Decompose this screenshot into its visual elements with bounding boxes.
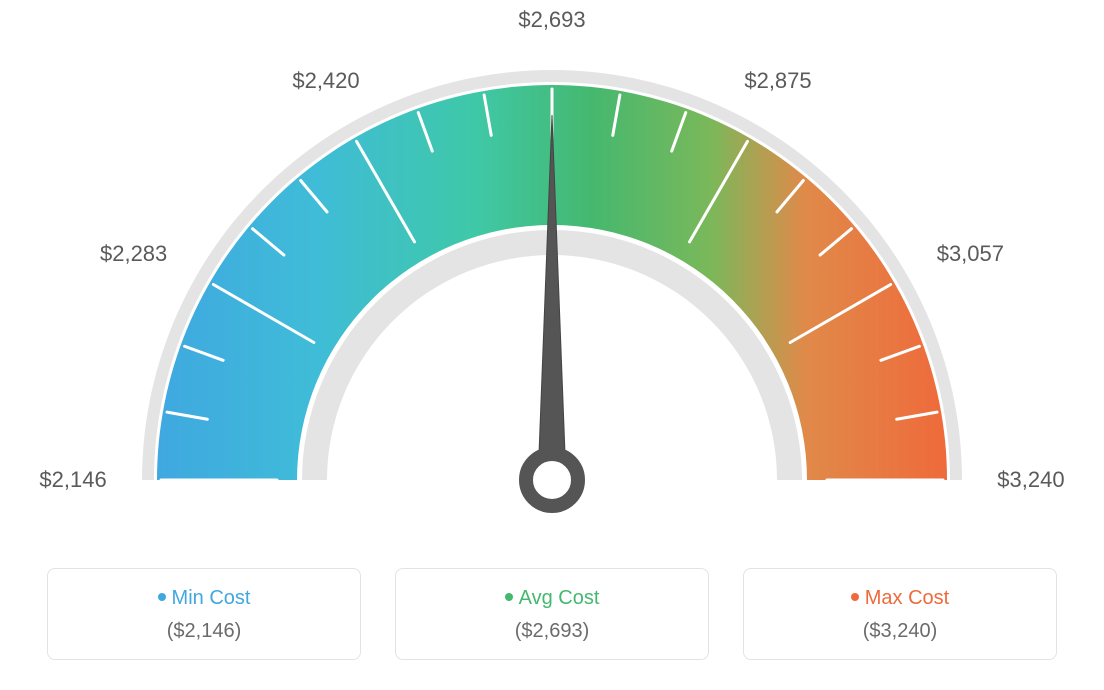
gauge-tick-label: $2,693 <box>518 7 585 33</box>
gauge-tick-label: $2,146 <box>39 467 106 493</box>
gauge-chart: $2,146$2,283$2,420$2,693$2,875$3,057$3,2… <box>42 20 1062 550</box>
gauge-tick-label: $3,057 <box>937 241 1004 267</box>
cost-gauge-container: $2,146 $2,283 $2,420 $2,693 $2,875 $3,057 $3,2… <box>0 0 1104 690</box>
legend-title-avg: Avg Cost <box>406 587 698 610</box>
legend-value-min: ($2,146) <box>58 620 350 643</box>
legend-title-avg-text: Avg Cost <box>519 587 600 609</box>
legend-card-avg: Avg Cost ($2,693) <box>395 568 709 660</box>
gauge-tick-label: $2,875 <box>744 68 811 94</box>
legend-row: Min Cost ($2,146) Avg Cost ($2,693) Max … <box>47 568 1057 660</box>
legend-title-min: Min Cost <box>58 587 350 610</box>
legend-title-max: Max Cost <box>754 587 1046 610</box>
dot-icon <box>505 593 513 601</box>
gauge-svg <box>42 20 1062 550</box>
legend-title-max-text: Max Cost <box>865 587 949 609</box>
gauge-tick-label: $3,240 <box>997 467 1064 493</box>
legend-card-max: Max Cost ($3,240) <box>743 568 1057 660</box>
legend-value-avg: ($2,693) <box>406 620 698 643</box>
legend-title-min-text: Min Cost <box>172 587 251 609</box>
gauge-tick-label: $2,283 <box>100 241 167 267</box>
dot-icon <box>851 593 859 601</box>
legend-value-max: ($3,240) <box>754 620 1046 643</box>
dot-icon <box>158 593 166 601</box>
gauge-tick-label: $2,420 <box>292 68 359 94</box>
legend-card-min: Min Cost ($2,146) <box>47 568 361 660</box>
